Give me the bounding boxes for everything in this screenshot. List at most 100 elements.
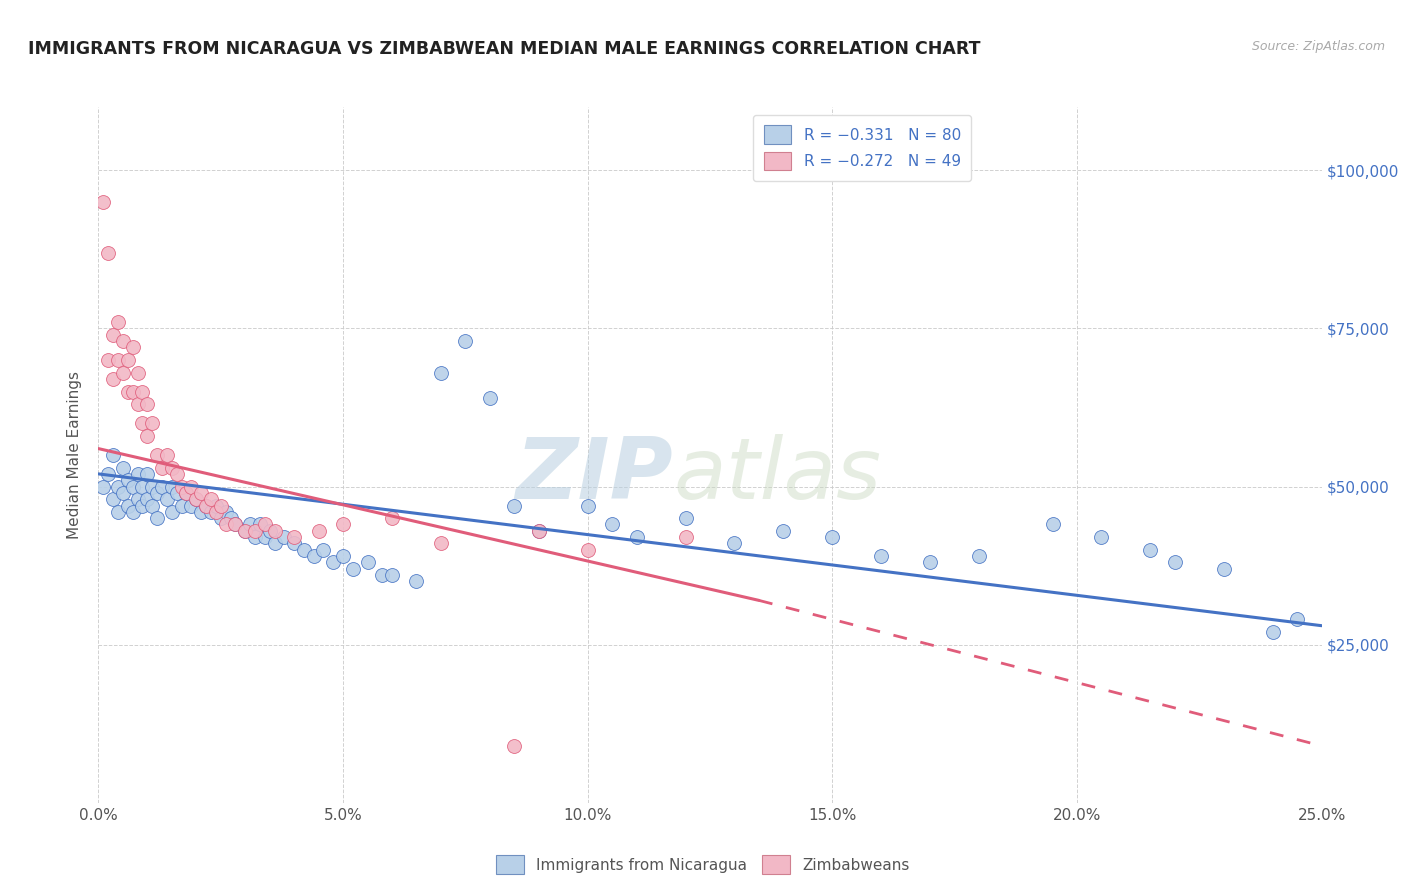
Point <box>1164 556 1187 570</box>
Point <box>107 505 129 519</box>
Point <box>101 327 124 342</box>
Point <box>405 574 427 589</box>
Point <box>243 524 266 538</box>
Text: Source: ZipAtlas.com: Source: ZipAtlas.com <box>1251 40 1385 54</box>
Point <box>283 530 305 544</box>
Point <box>186 492 208 507</box>
Point <box>967 549 990 563</box>
Point <box>97 467 120 481</box>
Point <box>170 479 193 493</box>
Point <box>117 353 139 368</box>
Point <box>371 568 394 582</box>
Point <box>180 479 202 493</box>
Point <box>160 479 183 493</box>
Point <box>723 536 745 550</box>
Point <box>117 473 139 487</box>
Point <box>101 448 124 462</box>
Point <box>214 505 236 519</box>
Point <box>190 486 212 500</box>
Point <box>127 467 149 481</box>
Point <box>356 556 378 570</box>
Point <box>576 499 599 513</box>
Point <box>430 536 453 550</box>
Point <box>180 499 202 513</box>
Y-axis label: Median Male Earnings: Median Male Earnings <box>67 371 83 539</box>
Point <box>219 511 242 525</box>
Point <box>101 492 124 507</box>
Legend: R = −0.331   N = 80, R = −0.272   N = 49: R = −0.331 N = 80, R = −0.272 N = 49 <box>754 115 972 181</box>
Point <box>209 511 232 525</box>
Point <box>205 499 228 513</box>
Point <box>176 486 198 500</box>
Point <box>186 492 208 507</box>
Point <box>200 492 222 507</box>
Point <box>576 542 599 557</box>
Point <box>101 372 124 386</box>
Point <box>195 499 218 513</box>
Legend: Immigrants from Nicaragua, Zimbabweans: Immigrants from Nicaragua, Zimbabweans <box>491 849 915 880</box>
Point <box>146 511 169 525</box>
Point <box>150 460 173 475</box>
Point <box>273 530 295 544</box>
Point <box>131 384 153 399</box>
Point <box>146 448 169 462</box>
Point <box>1139 542 1161 557</box>
Point <box>136 397 159 411</box>
Point <box>263 536 285 550</box>
Point <box>107 479 129 493</box>
Point <box>870 549 893 563</box>
Point <box>600 517 623 532</box>
Point <box>503 499 526 513</box>
Point <box>121 340 143 354</box>
Point <box>503 739 526 753</box>
Point <box>249 517 271 532</box>
Point <box>381 511 404 525</box>
Point <box>224 517 246 532</box>
Point <box>772 524 794 538</box>
Point <box>239 517 262 532</box>
Point <box>1286 612 1309 626</box>
Point <box>160 460 183 475</box>
Point <box>131 479 153 493</box>
Point <box>675 530 697 544</box>
Point <box>111 334 134 348</box>
Point <box>117 384 139 399</box>
Point <box>342 562 364 576</box>
Point <box>97 245 120 260</box>
Point <box>146 486 169 500</box>
Point <box>454 334 477 348</box>
Point <box>195 499 218 513</box>
Text: atlas: atlas <box>673 434 882 517</box>
Point <box>111 460 134 475</box>
Point <box>332 517 354 532</box>
Point <box>381 568 404 582</box>
Text: ZIP: ZIP <box>516 434 673 517</box>
Point <box>209 499 232 513</box>
Point <box>131 417 153 431</box>
Point <box>527 524 550 538</box>
Point <box>302 549 325 563</box>
Point <box>430 366 453 380</box>
Point <box>205 505 228 519</box>
Point <box>263 524 285 538</box>
Point <box>107 315 129 329</box>
Point <box>111 366 134 380</box>
Point <box>141 479 163 493</box>
Point <box>121 505 143 519</box>
Point <box>1261 625 1284 640</box>
Point <box>136 429 159 443</box>
Point <box>233 524 256 538</box>
Point <box>253 517 276 532</box>
Point <box>141 417 163 431</box>
Point <box>243 530 266 544</box>
Point <box>1090 530 1112 544</box>
Point <box>136 467 159 481</box>
Point <box>821 530 844 544</box>
Point <box>283 536 305 550</box>
Point <box>312 542 335 557</box>
Point <box>121 479 143 493</box>
Point <box>527 524 550 538</box>
Point <box>170 499 193 513</box>
Point <box>117 499 139 513</box>
Point <box>160 505 183 519</box>
